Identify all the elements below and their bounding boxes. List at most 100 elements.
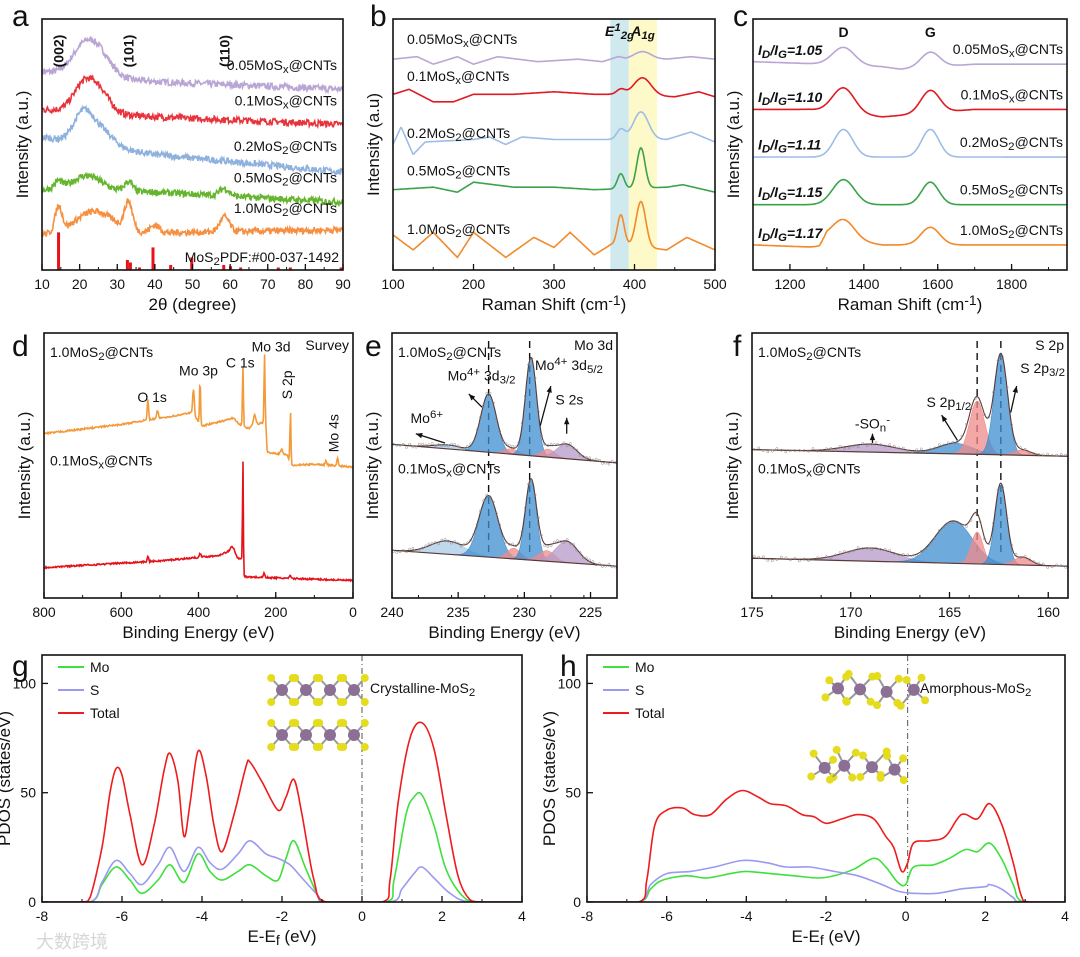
series-line-b-4: [393, 200, 715, 259]
data-point: [942, 443, 946, 447]
sulfur-atom: [894, 674, 903, 683]
data-point: [562, 441, 566, 445]
data-point: [610, 565, 614, 569]
data-point: [901, 552, 905, 556]
x-tick-label: -8: [581, 908, 594, 924]
x-tick-label: 0: [902, 908, 910, 924]
sulfur-atom: [848, 773, 857, 782]
series-label: 0.1MoSx@CNTs: [398, 460, 500, 479]
y-axis-label: PDOS (states/eV): [0, 711, 14, 846]
data-point: [825, 555, 828, 559]
sulfur-atom: [360, 743, 369, 751]
data-point: [770, 559, 774, 563]
data-point: [530, 479, 534, 482]
series-label: 0.5MoS2@CNTs: [234, 170, 337, 189]
peak-annotation: -SOn-: [855, 414, 890, 434]
x-tick-label: -2: [276, 908, 289, 924]
x-tick-label: -8: [36, 908, 49, 924]
y-axis-label: Intensity (a.u.): [15, 412, 34, 520]
data-point: [1005, 517, 1009, 520]
data-point: [1046, 452, 1050, 456]
molybdenum-atom: [838, 759, 851, 772]
data-point: [601, 461, 604, 465]
data-point: [546, 545, 550, 548]
x-tick-label: 300: [542, 276, 566, 292]
data-point: [874, 441, 878, 445]
data-point: [450, 541, 453, 545]
series-line-f-0: [752, 352, 1068, 457]
series-line-c-2: [753, 128, 1067, 158]
data-point: [1046, 566, 1050, 569]
series-label: 0.2MoS2@CNTs: [234, 138, 337, 157]
molybdenum-atom: [300, 729, 312, 741]
sulfur-atom: [339, 674, 348, 682]
data-point: [784, 450, 788, 454]
id-ig-ratio-label: ID/IG=1.10: [758, 89, 823, 108]
x-axis-label: Binding Energy (eV): [834, 623, 986, 642]
data-point: [549, 442, 553, 446]
panel-label: e: [365, 330, 382, 363]
y-axis-label: Intensity (a.u.): [363, 412, 382, 520]
series-label: 0.2MoS2@CNTs: [960, 134, 1063, 153]
series-label: 0.5MoS2@CNTs: [960, 182, 1063, 201]
arrow-head: [468, 393, 476, 401]
data-point: [761, 555, 765, 559]
crystal-structure-inset-top: [267, 674, 369, 706]
structure-label: Amorphous-MoS2: [920, 680, 1031, 699]
data-point: [546, 444, 550, 447]
data-point: [969, 518, 973, 522]
peak-annotation: Mo 3p: [179, 362, 218, 378]
data-point: [996, 488, 1000, 492]
data-point: [430, 542, 434, 545]
data-point: [501, 439, 505, 442]
series-line-a-4: [42, 198, 343, 237]
data-point: [456, 444, 460, 448]
data-point: [421, 546, 424, 550]
data-point: [498, 430, 502, 433]
data-point: [495, 417, 498, 421]
plot-frame: [391, 332, 618, 599]
raman-band-1: [628, 19, 658, 270]
data-point: [933, 446, 937, 450]
data-point: [856, 445, 860, 448]
data-point: [820, 449, 824, 453]
data-point: [992, 521, 995, 525]
series-line-c-1: [753, 87, 1067, 118]
series-line-g-2: [42, 721, 522, 902]
series-line-e-1: [392, 478, 617, 567]
series-label: 1.0MoS2@CNTs: [234, 200, 337, 219]
data-point: [1023, 447, 1027, 451]
sulfur-atom: [360, 698, 369, 706]
x-tick-label: 20: [72, 276, 88, 292]
data-point: [578, 453, 582, 457]
data-point: [417, 548, 421, 551]
series-label: 0.05MoSx@CNTs: [227, 57, 337, 76]
x-tick-label: -6: [116, 908, 129, 924]
data-point: [852, 444, 855, 448]
data-point: [588, 456, 592, 460]
data-point: [1050, 454, 1054, 457]
data-point: [951, 521, 955, 525]
x-tick-label: 1600: [922, 276, 953, 292]
data-point: [575, 448, 579, 452]
data-point: [559, 443, 563, 447]
data-point: [825, 447, 828, 451]
data-point: [482, 499, 485, 503]
sulfur-atom: [873, 672, 882, 681]
data-point: [450, 442, 453, 446]
data-point: [395, 443, 399, 447]
fit-baseline: [392, 443, 617, 464]
data-point: [556, 539, 559, 542]
data-point: [870, 548, 873, 551]
x-tick-label: 800: [32, 604, 56, 620]
data-point: [446, 444, 450, 448]
data-point: [466, 541, 469, 545]
data-point: [443, 538, 447, 541]
y-tick-label: 100: [558, 675, 582, 691]
y-axis-label: Intensity (a.u): [364, 93, 383, 196]
data-point: [1059, 452, 1063, 456]
data-point: [472, 532, 476, 536]
data-point: [974, 397, 977, 400]
peak-annotation: (110): [216, 35, 232, 67]
data-point: [798, 559, 801, 563]
